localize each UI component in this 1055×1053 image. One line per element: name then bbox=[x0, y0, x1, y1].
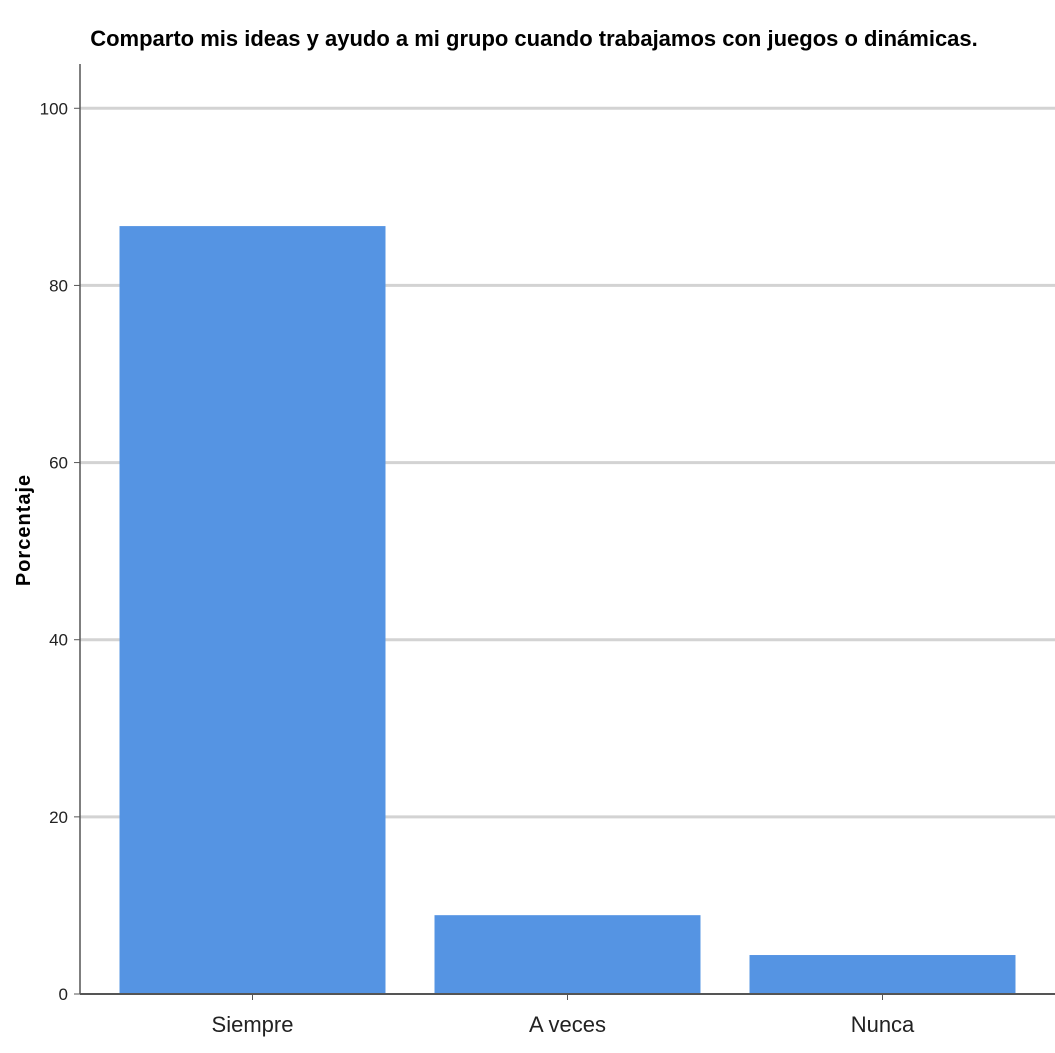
bar-nunca bbox=[749, 955, 1016, 994]
x-axis-categories: Siempre A veces Nunca bbox=[212, 994, 915, 1037]
y-tick-label: 0 bbox=[59, 985, 68, 1004]
bar-a-veces bbox=[434, 915, 701, 994]
bars bbox=[119, 226, 1016, 995]
x-category-label: A veces bbox=[529, 1012, 606, 1037]
y-tick-label: 20 bbox=[49, 808, 68, 827]
y-tick-label: 100 bbox=[40, 99, 68, 118]
y-tick-label: 60 bbox=[49, 454, 68, 473]
x-category-label: Siempre bbox=[212, 1012, 294, 1037]
y-tick-label: 40 bbox=[49, 631, 68, 650]
y-axis-ticks: 0 20 40 60 80 100 bbox=[40, 99, 80, 1004]
y-axis-label: Porcentaje bbox=[13, 474, 35, 586]
bar-siempre bbox=[119, 226, 386, 995]
y-tick-label: 80 bbox=[49, 276, 68, 295]
axes bbox=[79, 64, 1055, 995]
x-category-label: Nunca bbox=[851, 1012, 915, 1037]
chart-title: Comparto mis ideas y ayudo a mi grupo cu… bbox=[90, 26, 978, 51]
